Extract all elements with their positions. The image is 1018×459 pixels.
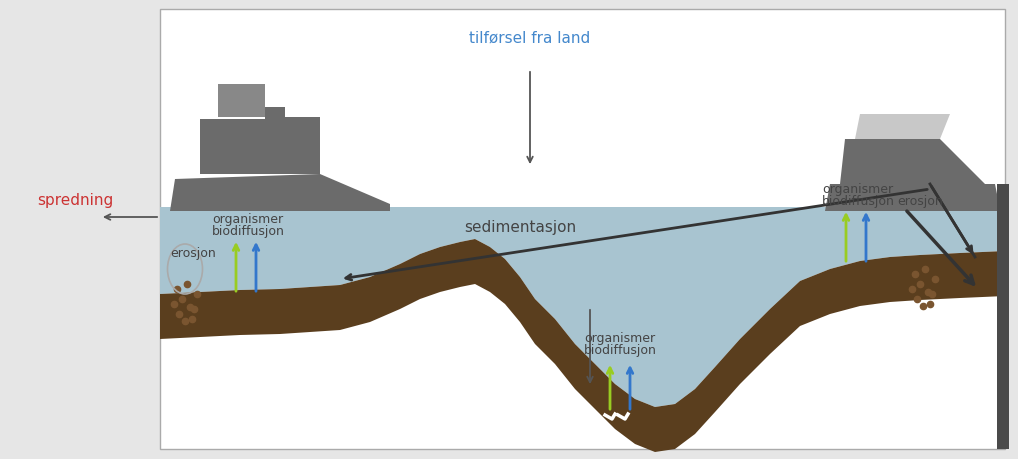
Text: biodiffusjon: biodiffusjon <box>212 225 284 238</box>
Polygon shape <box>218 85 265 118</box>
Text: erosjon: erosjon <box>170 246 216 259</box>
Polygon shape <box>160 240 1005 452</box>
Bar <box>997 185 1009 449</box>
Bar <box>160 10 1005 449</box>
Text: biodiffusjon: biodiffusjon <box>583 344 657 357</box>
Polygon shape <box>160 207 1005 407</box>
Text: tilførsel fra land: tilførsel fra land <box>469 30 590 45</box>
Text: organismer: organismer <box>823 183 894 196</box>
Text: biodiffusjon: biodiffusjon <box>822 195 895 208</box>
Polygon shape <box>170 174 390 212</box>
Polygon shape <box>840 140 985 185</box>
Polygon shape <box>200 108 320 174</box>
Text: organismer: organismer <box>213 213 284 226</box>
Text: erosjon: erosjon <box>897 195 943 208</box>
Text: organismer: organismer <box>584 332 656 345</box>
Polygon shape <box>825 185 1000 212</box>
Text: spredning: spredning <box>37 192 113 207</box>
Text: sedimentasjon: sedimentasjon <box>464 220 576 235</box>
Polygon shape <box>855 115 950 140</box>
